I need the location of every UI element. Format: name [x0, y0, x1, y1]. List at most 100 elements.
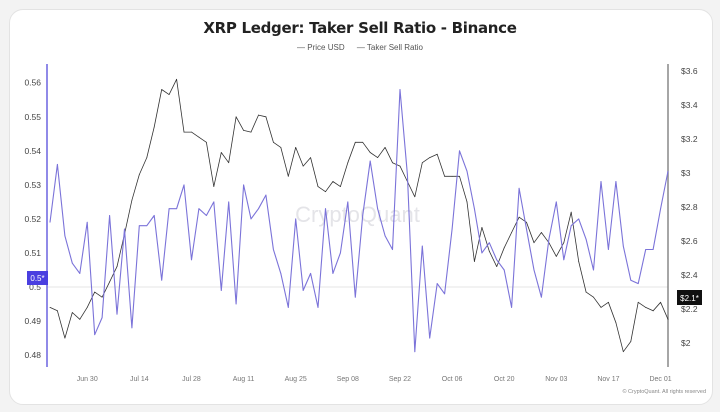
data-point-taker-sell-ratio: [622, 245, 624, 247]
data-point-price: [295, 147, 297, 148]
data-point-price: [436, 153, 438, 155]
data-point-taker-sell-ratio: [280, 272, 282, 274]
data-point-taker-sell-ratio: [451, 228, 453, 230]
data-point-taker-sell-ratio: [630, 279, 632, 281]
data-point-price: [243, 129, 244, 131]
data-point-price: [176, 78, 177, 80]
left-tick-label: 0.54: [24, 146, 41, 156]
series-line-taker-sell-ratio: [49, 88, 669, 353]
data-point-price: [444, 175, 446, 177]
left-current-tag: [27, 270, 48, 285]
data-point-taker-sell-ratio: [71, 262, 73, 264]
left-tick-label: 0.5: [29, 282, 41, 292]
data-point-price: [339, 186, 341, 187]
data-point-price: [503, 247, 505, 249]
legend: — Price USD — Taker Sell Ratio: [0, 43, 720, 52]
data-point-price: [94, 291, 96, 293]
data-point-price: [79, 318, 81, 320]
data-point-taker-sell-ratio: [660, 208, 661, 210]
data-point-price: [451, 175, 453, 177]
data-point-price: [377, 157, 379, 159]
data-point-taker-sell-ratio: [615, 181, 617, 182]
x-tick-label: Nov 03: [545, 376, 567, 383]
data-point-price: [496, 266, 498, 267]
right-tick-label: $3.4: [681, 100, 698, 110]
data-point-price: [667, 318, 669, 320]
x-tick-label: Oct 06: [442, 376, 463, 383]
data-point-taker-sell-ratio: [533, 269, 535, 271]
data-point-price: [220, 152, 222, 153]
data-point-taker-sell-ratio: [176, 208, 177, 210]
data-point-price: [518, 216, 520, 218]
chart-title: XRP Ledger: Taker Sell Ratio - Binance: [203, 19, 517, 37]
data-point-taker-sell-ratio: [488, 242, 490, 244]
data-point-taker-sell-ratio: [585, 238, 587, 240]
x-tick-label: Dec 01: [649, 376, 671, 383]
data-point-price: [608, 301, 609, 303]
x-tick-label: Sep 22: [389, 376, 411, 383]
data-point-taker-sell-ratio: [265, 194, 267, 196]
data-point-taker-sell-ratio: [369, 160, 371, 162]
x-tick-label: Jul 14: [130, 376, 149, 383]
data-point-taker-sell-ratio: [138, 225, 140, 227]
data-point-price: [399, 165, 401, 167]
data-point-taker-sell-ratio: [354, 296, 356, 298]
data-point-taker-sell-ratio: [109, 215, 110, 216]
data-point-price: [302, 165, 304, 167]
right-tick-label: $2.8: [681, 202, 698, 212]
data-point-price: [660, 301, 661, 303]
data-point-taker-sell-ratio: [146, 225, 148, 227]
data-point-taker-sell-ratio: [362, 215, 364, 216]
data-point-taker-sell-ratio: [302, 289, 304, 291]
data-point-taker-sell-ratio: [667, 170, 669, 172]
legend-item-price[interactable]: — Price USD: [297, 43, 345, 52]
data-point-price: [250, 131, 252, 133]
data-point-taker-sell-ratio: [474, 208, 475, 210]
data-point-price: [615, 322, 617, 324]
data-point-price: [116, 266, 118, 267]
data-point-price: [86, 307, 88, 308]
data-point-taker-sell-ratio: [526, 228, 527, 230]
right-tick-label: $2.4: [681, 270, 698, 280]
x-tick-label: Nov 17: [597, 376, 619, 383]
data-point-taker-sell-ratio: [555, 201, 557, 203]
left-tick-label: 0.56: [24, 78, 41, 88]
data-point-price: [64, 337, 66, 339]
data-point-price: [168, 94, 170, 96]
data-point-price: [369, 152, 371, 153]
data-point-price: [630, 341, 632, 342]
legend-item-taker-sell-ratio[interactable]: — Taker Sell Ratio: [356, 43, 423, 52]
data-point-taker-sell-ratio: [548, 238, 550, 240]
data-point-price: [272, 141, 274, 143]
data-point-taker-sell-ratio: [429, 337, 431, 339]
data-point-taker-sell-ratio: [243, 184, 244, 186]
data-point-price: [101, 296, 103, 298]
data-point-taker-sell-ratio: [183, 184, 185, 186]
data-point-taker-sell-ratio: [57, 164, 58, 165]
right-tick-label: $3.2: [681, 134, 698, 144]
data-point-price: [71, 312, 73, 313]
data-point-price: [392, 162, 393, 164]
data-point-taker-sell-ratio: [317, 307, 319, 308]
data-point-taker-sell-ratio: [258, 208, 259, 210]
data-point-price: [511, 232, 513, 233]
data-point-price: [258, 114, 259, 116]
data-point-price: [347, 162, 349, 164]
left-tick-label: 0.48: [24, 350, 41, 360]
data-point-taker-sell-ratio: [79, 272, 81, 274]
left-tick-label: 0.53: [24, 180, 41, 190]
data-point-price: [138, 174, 140, 176]
data-point-taker-sell-ratio: [406, 174, 408, 176]
data-point-price: [198, 136, 200, 138]
data-point-price: [526, 221, 527, 223]
data-point-taker-sell-ratio: [124, 228, 125, 230]
data-point-taker-sell-ratio: [205, 215, 207, 216]
x-tick-label: Jul 28: [182, 376, 201, 383]
data-point-price: [146, 157, 148, 159]
data-point-taker-sell-ratio: [191, 259, 192, 261]
data-point-price: [109, 281, 110, 283]
data-point-taker-sell-ratio: [421, 245, 423, 247]
right-tick-label: $2.2: [681, 304, 698, 314]
data-point-taker-sell-ratio: [94, 334, 96, 336]
copyright: © CryptoQuant. All rights reserved: [622, 389, 706, 395]
